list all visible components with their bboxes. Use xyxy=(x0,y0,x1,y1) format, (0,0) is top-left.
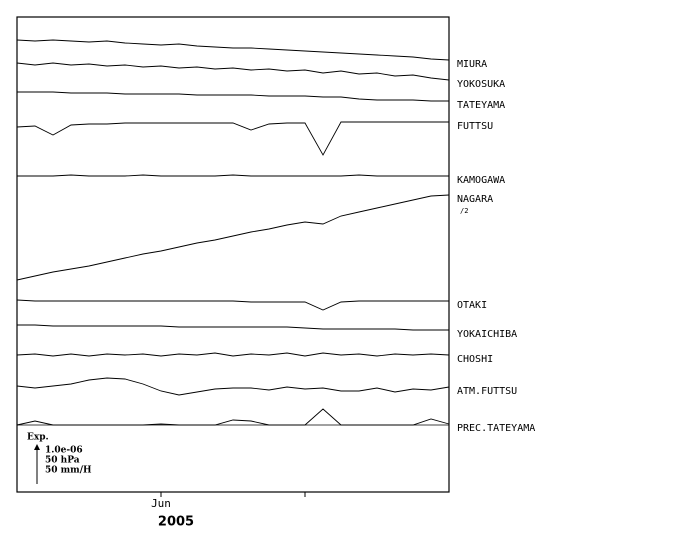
trace-label: OTAKI xyxy=(457,300,487,311)
plot-frame xyxy=(16,16,450,493)
trace-label: TATEYAMA xyxy=(457,100,505,111)
trace-note: /2 xyxy=(460,207,468,215)
trace-label: ATM.FUTTSU xyxy=(457,386,517,397)
trace-label: PREC.TATEYAMA xyxy=(457,423,535,434)
trace-label: FUTTSU xyxy=(457,121,493,132)
scale-label: 50 mm/H xyxy=(45,466,92,476)
trace xyxy=(17,91,449,102)
trace xyxy=(16,299,449,311)
trace xyxy=(16,408,450,426)
trace-label: MIURA xyxy=(457,59,487,70)
scale-title: Exp. xyxy=(27,433,49,443)
trace-label: NAGARA xyxy=(457,194,493,205)
trace xyxy=(16,352,450,357)
trace-label: KAMOGAWA xyxy=(457,175,505,186)
scale-label: 50 hPa xyxy=(45,456,80,466)
trace-label: YOKAICHIBA xyxy=(457,329,517,340)
trace xyxy=(16,121,449,156)
trace-label: YOKOSUKA xyxy=(457,79,505,90)
trace xyxy=(16,377,450,396)
trace xyxy=(17,174,449,177)
scale-arrowhead xyxy=(34,444,40,450)
trace xyxy=(16,62,450,81)
x-tick-label: Jun xyxy=(151,497,171,510)
x-axis-label: 2005 xyxy=(158,515,194,530)
trace-label: CHOSHI xyxy=(457,354,493,365)
trace xyxy=(16,194,450,281)
trace xyxy=(16,39,450,61)
scale-label: 1.0e-06 xyxy=(45,446,83,456)
trace xyxy=(17,324,449,331)
